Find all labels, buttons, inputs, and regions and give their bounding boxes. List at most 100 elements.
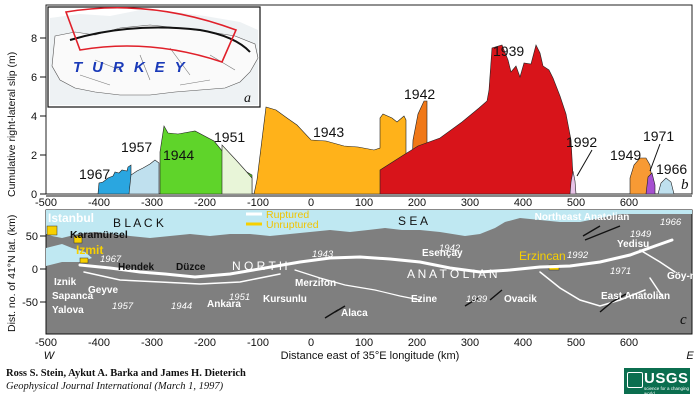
legend-unruptured: Unruptured xyxy=(266,219,319,231)
map-y-axis: 50 0 -50 xyxy=(22,231,46,309)
x-tick: 300 xyxy=(461,197,479,209)
label-istanbul: Istanbul xyxy=(48,211,94,225)
year-label-1939: 1939 xyxy=(493,43,524,59)
x-tick: -200 xyxy=(194,197,216,209)
x-tick: 300 xyxy=(461,337,479,349)
label-ovacik: Ovacik xyxy=(504,294,537,305)
year-label-1949: 1949 xyxy=(610,147,641,163)
label-duzce: Düzce xyxy=(176,262,206,273)
year-label-1943: 1943 xyxy=(313,124,344,140)
rupture-1951 xyxy=(221,144,253,195)
rupture-1971 xyxy=(645,172,656,195)
map-year-1951: 1951 xyxy=(229,292,250,303)
map-year-1942: 1942 xyxy=(439,243,461,254)
year-label-1992: 1992 xyxy=(566,134,597,150)
x-tick: -500 xyxy=(35,197,57,209)
label-alaca: Alaca xyxy=(341,308,368,319)
year-label-1971: 1971 xyxy=(643,128,674,144)
map-year-1939: 1939 xyxy=(466,294,488,305)
map-y-label: Dist. no. of 41°N lat. (km) xyxy=(6,215,18,332)
turkey-inset-map: TURKEY a xyxy=(47,6,261,108)
x-tick: 600 xyxy=(620,197,638,209)
label-yedisu: Yedisu xyxy=(617,239,649,250)
x-tick: -200 xyxy=(194,337,216,349)
map-year-1967: 1967 xyxy=(100,254,122,265)
label-ezine: Ezine xyxy=(411,294,438,305)
slip-y-axis: 0 2 4 6 8 xyxy=(31,33,46,201)
label-erzincan: Erzincan xyxy=(519,249,566,263)
label-karamursel: Karamürsel xyxy=(70,229,128,241)
x-tick: -500 xyxy=(35,337,57,349)
fault-map-panel: Ruptured Unruptured Istanbul Karamürsel … xyxy=(6,209,698,335)
label-kursunlu: Kursunlu xyxy=(263,294,307,305)
map-year-1949: 1949 xyxy=(630,229,652,240)
x-tick: 0 xyxy=(308,337,314,349)
map-year-1957: 1957 xyxy=(112,301,134,312)
x-axis-label: Distance east of 35°E longitude (km) xyxy=(281,350,460,362)
citation: Ross S. Stein, Aykut A. Barka and James … xyxy=(6,367,246,393)
label-sapanca: Sapanca xyxy=(52,291,94,302)
x-tick: 200 xyxy=(408,197,426,209)
x-tick: -300 xyxy=(141,337,163,349)
map-year-1944: 1944 xyxy=(171,301,192,312)
label-esencay: Esençay xyxy=(422,248,463,259)
rupture-1939 xyxy=(379,44,575,195)
label-merzifon: Merzifon xyxy=(295,278,336,289)
slip-y-label: Cumulative right-lateral slip (m) xyxy=(6,52,18,197)
label-geyve: Geyve xyxy=(88,285,118,296)
shared-x-axis: -500 -400 -300 -200 -100 0 100 200 300 4… xyxy=(35,195,692,209)
label-hendek: Hendek xyxy=(118,262,155,273)
x-tick: 400 xyxy=(514,337,532,349)
year-label-1967: 1967 xyxy=(79,166,110,182)
slip-tick-4: 4 xyxy=(31,111,37,123)
rupture-1992 xyxy=(569,170,577,195)
x-tick: 100 xyxy=(355,337,373,349)
x-tick: 500 xyxy=(567,197,585,209)
x-tick: 200 xyxy=(408,337,426,349)
label-yalova: Yalova xyxy=(52,305,84,316)
x-axis-west: W xyxy=(44,350,56,362)
year-label-1957: 1957 xyxy=(121,139,152,155)
label-anatolian: A N A T O L I A N xyxy=(407,267,498,281)
year-label-1966: 1966 xyxy=(656,161,687,177)
year-label-1951: 1951 xyxy=(214,129,245,145)
slip-tick-6: 6 xyxy=(31,72,37,84)
citation-authors: Ross S. Stein, Aykut A. Barka and James … xyxy=(6,368,246,379)
label-iznik: Iznik xyxy=(54,277,77,288)
x-tick: -100 xyxy=(247,197,269,209)
year-label-1944: 1944 xyxy=(163,147,194,163)
x-tick: 400 xyxy=(514,197,532,209)
map-panel-letter: c xyxy=(680,312,687,328)
x-tick: -400 xyxy=(88,197,110,209)
rupture-1943 xyxy=(253,106,407,195)
label-izmit: Izmit xyxy=(76,243,103,257)
label-goynuk: Göy-nük xyxy=(667,271,698,282)
slip-panel-letter: b xyxy=(681,177,689,193)
usgs-logo-word: USGS xyxy=(644,370,689,387)
map-legend: Ruptured Unruptured xyxy=(246,209,319,231)
label-black: B L A C K xyxy=(113,216,164,230)
x-tick: 100 xyxy=(355,197,373,209)
inset-country-label: TURKEY xyxy=(73,59,195,76)
map-year-1966: 1966 xyxy=(660,217,682,228)
x-tick: -100 xyxy=(247,337,269,349)
usgs-wave-icon xyxy=(627,372,643,388)
usgs-logo-tagline: science for a changing world xyxy=(644,386,690,396)
label-e-anatolian: East Anatolian xyxy=(601,291,670,302)
map-x-axis: -500 -400 -300 -200 -100 0 100 200 300 4… xyxy=(35,337,694,362)
rupture-1967 xyxy=(97,164,132,195)
black-sea xyxy=(46,210,692,238)
slip-panel: 1967 1957 1944 1951 1943 1942 1939 1992 … xyxy=(6,4,693,201)
label-north: N O R T H xyxy=(232,259,288,273)
x-tick: 0 xyxy=(308,197,314,209)
x-tick: 500 xyxy=(567,337,585,349)
slip-tick-2: 2 xyxy=(31,150,37,162)
map-tick-minus50: -50 xyxy=(22,297,38,309)
map-year-1971: 1971 xyxy=(610,266,631,277)
label-ne-anatolian: Northeast Anatolian xyxy=(535,212,630,223)
x-tick: -300 xyxy=(141,197,163,209)
citation-journal: Geophysical Journal International (March… xyxy=(6,381,224,392)
legend-ruptured: Ruptured xyxy=(266,209,309,221)
slip-tick-0: 0 xyxy=(31,189,37,201)
rupture-1966 xyxy=(657,177,675,195)
